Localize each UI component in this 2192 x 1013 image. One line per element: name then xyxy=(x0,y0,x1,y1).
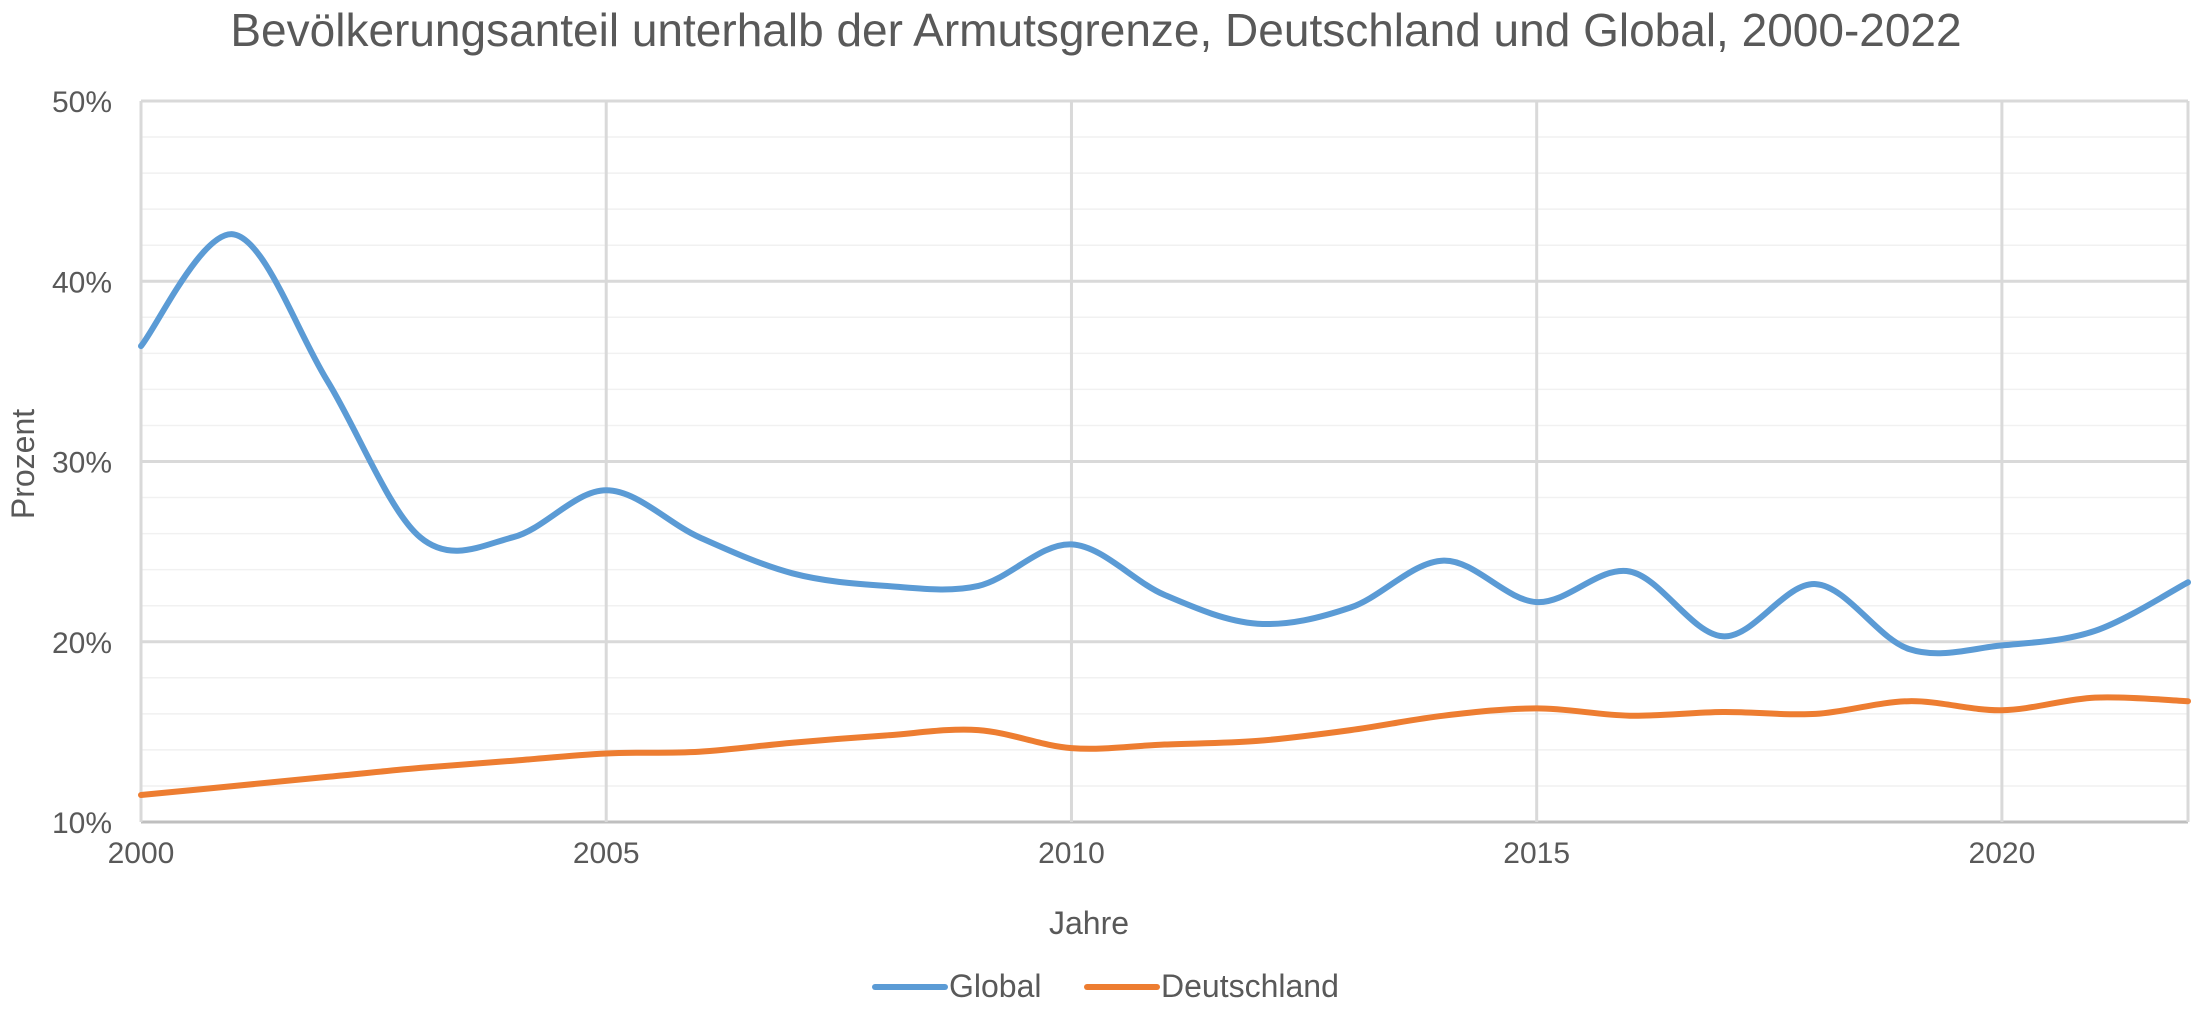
y-tick-label: 50% xyxy=(52,86,112,119)
y-tick-label: 20% xyxy=(52,627,112,660)
legend-label-deutschland: Deutschland xyxy=(1161,968,1339,1004)
y-tick-label: 40% xyxy=(52,266,112,299)
x-tick-label: 2020 xyxy=(1969,837,2036,870)
y-tick-label: 30% xyxy=(52,447,112,480)
axis-layer: 10% 20% 30% 40% 50% 2000 2005 2010 2015 2020 xyxy=(52,86,2035,870)
chart-title: Bevölkerungsanteil unterhalb der Armutsg… xyxy=(230,4,1961,56)
series-layer xyxy=(138,231,2191,798)
x-tick-label: 2010 xyxy=(1038,837,1105,870)
legend-label-global: Global xyxy=(949,968,1042,1004)
x-axis-label: Jahre xyxy=(1049,905,1129,941)
y-axis-label: Prozent xyxy=(5,409,41,519)
series-line-deutschland xyxy=(138,694,2191,798)
x-tick-label: 2000 xyxy=(108,837,175,870)
series-line-global xyxy=(138,231,2191,657)
grid-layer xyxy=(139,99,2190,824)
x-tick-label: 2005 xyxy=(573,837,640,870)
x-tick-label: 2015 xyxy=(1503,837,1570,870)
y-tick-label: 10% xyxy=(52,807,112,840)
legend: Global Deutschland xyxy=(872,968,1339,1004)
